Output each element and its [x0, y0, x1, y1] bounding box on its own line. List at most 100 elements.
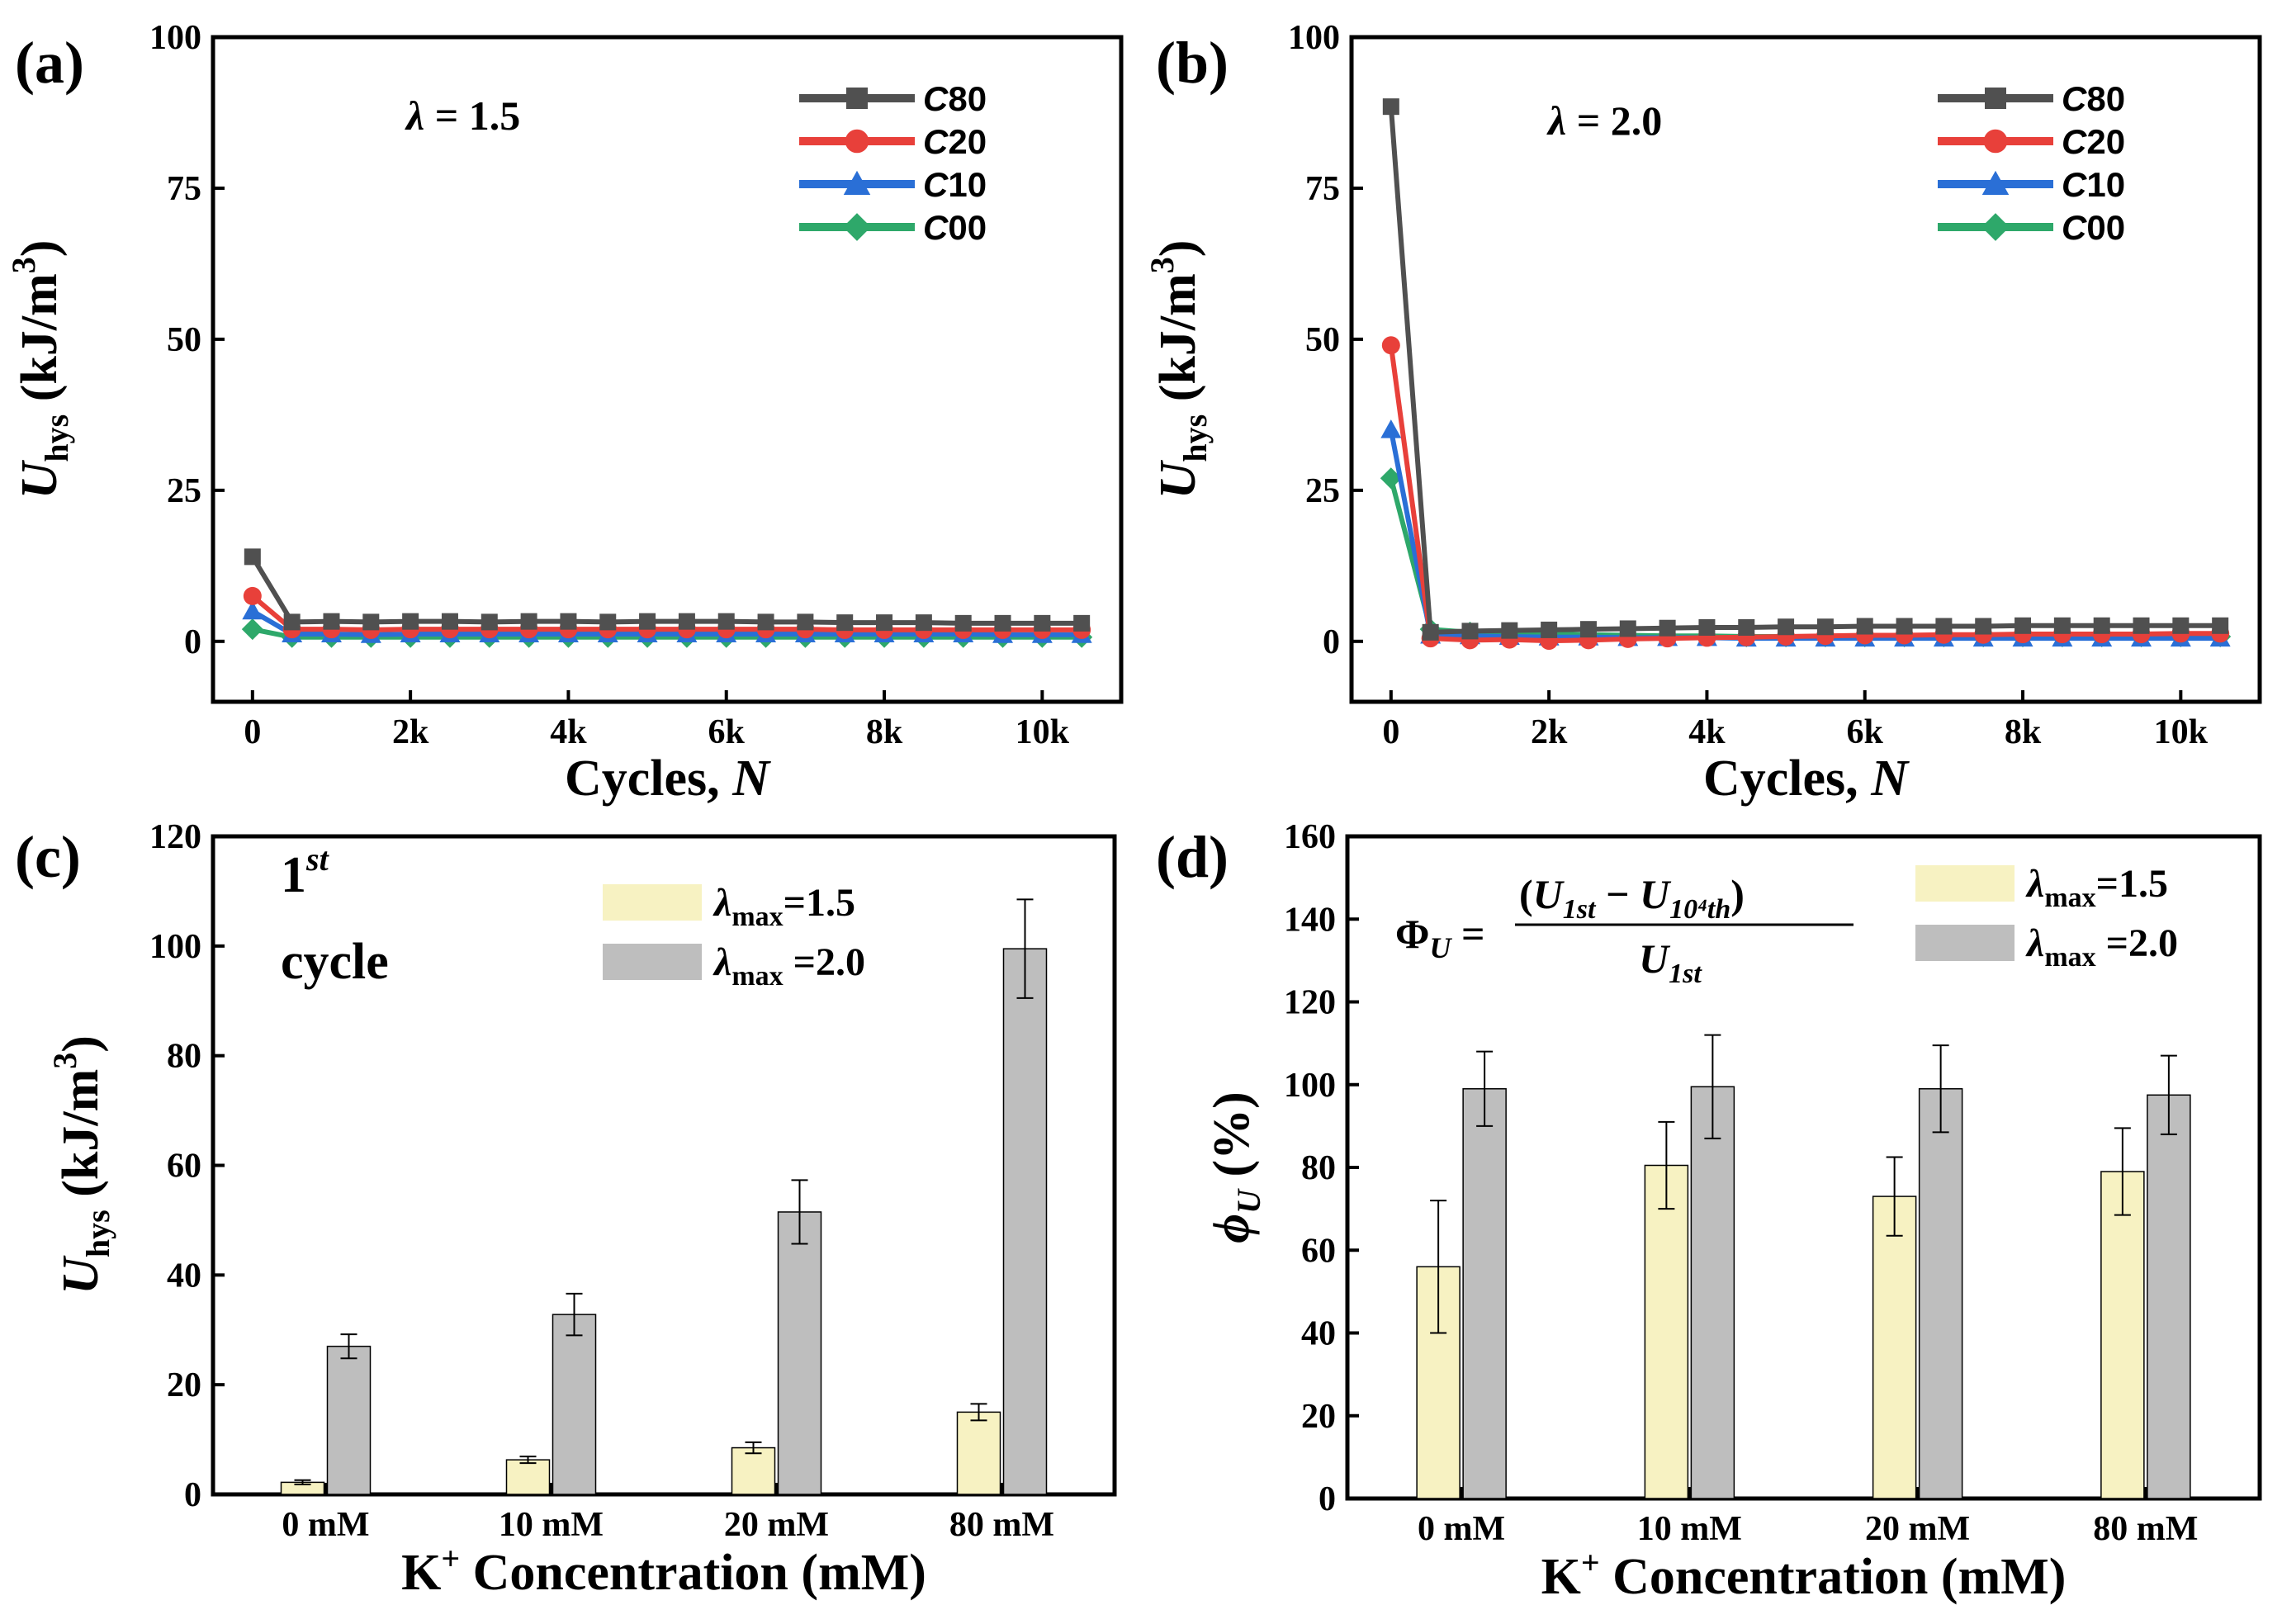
legend-label-λmax=1.5: λmax=1.5: [713, 881, 855, 932]
legend-label-λmax=1.5: λmax=1.5: [2025, 862, 2168, 913]
data-point-C80: [1935, 618, 1953, 635]
x-tick-label: 0 mM: [1418, 1510, 1505, 1548]
y-axis-label-superscript: 3: [5, 257, 42, 273]
data-point-C80: [599, 613, 617, 631]
y-axis-label: Uhys (kJ/m3): [5, 240, 75, 500]
data-point-C80: [1778, 618, 1795, 636]
formula-u1: U: [1533, 871, 1565, 917]
annotation-ordinal-suffix: st: [305, 840, 330, 878]
formula-equals: =: [1451, 911, 1484, 957]
x-tick-label: 4k: [1688, 713, 1726, 751]
x-axis-label-superscript: +: [441, 1540, 460, 1577]
legend-label-letter: C: [923, 79, 949, 118]
legend-label-λmax =2.0: λmax =2.0: [2025, 921, 2178, 973]
y-tick-label: 100: [149, 928, 201, 966]
x-axis-label: K+ Concentration (mM): [1541, 1544, 2067, 1605]
x-tick-label: 0: [244, 713, 261, 751]
formula-u1-sub: 1st: [1563, 894, 1597, 925]
y-tick-label: 140: [1284, 901, 1336, 939]
series-line-C10: [1388, 429, 2221, 642]
x-axis-label: Cycles, N: [565, 750, 771, 807]
bar-λmax=1.5: [731, 1446, 776, 1495]
x-tick-label: 80 mM: [2093, 1510, 2198, 1548]
data-point-C20: [243, 586, 262, 605]
y-tick-label: 0: [184, 623, 201, 661]
y-tick-label: 100: [149, 19, 201, 57]
data-point-C80: [1659, 619, 1676, 637]
x-axis-label-text: Concentration (mM): [460, 1545, 926, 1601]
bar-λmax =2.0: [1690, 1086, 1735, 1499]
legend-label-digits: 10: [948, 165, 987, 204]
data-point-C80: [520, 613, 537, 630]
legend-label-subscript: max: [2044, 942, 2095, 973]
data-point-C80: [2015, 617, 2032, 634]
data-point-C80: [1034, 614, 1051, 632]
legend-marker-C20: [845, 129, 869, 154]
y-axis-label-symbol: U: [12, 459, 68, 499]
data-point-C80: [678, 613, 695, 630]
legend-label-letter: C: [2062, 208, 2087, 247]
y-tick-label: 50: [1305, 321, 1340, 359]
y-tick-label: 100: [1284, 1067, 1336, 1105]
legend-label-letter: C: [923, 165, 949, 204]
legend-label-digits: 20: [948, 122, 987, 161]
bar-λmax=1.5: [1644, 1164, 1689, 1499]
y-tick-label: 75: [167, 170, 201, 208]
series-line-C10: [251, 608, 1082, 637]
x-axis-label-text: Concentration (mM): [1600, 1549, 2067, 1605]
annotation-lambda-value: = 2.0: [1566, 97, 1662, 144]
plot-frame: [211, 35, 1124, 704]
y-axis-label: Uhys (kJ/m3): [1143, 240, 1214, 500]
data-point-C80: [2133, 617, 2150, 634]
x-axis-label: Cycles, N: [1703, 750, 1910, 807]
data-point-C80: [994, 614, 1011, 632]
data-point-C80: [362, 613, 380, 631]
legend-label-lambda: λ: [2025, 921, 2044, 965]
formula-minus: −: [1595, 871, 1640, 917]
legend-label-letter: C: [2062, 165, 2087, 204]
y-axis-label-unit: (kJ/m: [1150, 273, 1206, 414]
legend-label-C00: C00: [923, 208, 987, 247]
y-axis-label-unit: (kJ/m: [53, 1069, 109, 1210]
panel-letter: (a): [15, 30, 84, 96]
legend-swatch-λmax=1.5: [603, 884, 702, 921]
x-axis-label-text: Cycles,: [1703, 750, 1871, 807]
legend-label-lambda: λ: [713, 940, 731, 984]
series-line-C20: [1388, 344, 2221, 644]
y-axis-label-symbol: U: [1150, 459, 1206, 499]
legend-label-letter: C: [2062, 79, 2087, 118]
legend-label-subscript: max: [731, 902, 783, 932]
x-tick-label: 4k: [550, 713, 587, 751]
series-line-C00: [1388, 477, 2221, 639]
legend-label-C10: C10: [923, 165, 987, 204]
y-axis-label-close: ): [53, 1035, 109, 1053]
y-tick-label: 0: [184, 1476, 201, 1514]
data-point-C00: [241, 618, 263, 641]
legend-label-subscript: max: [731, 961, 783, 992]
data-point-C80: [954, 614, 972, 632]
y-tick-label: 120: [149, 818, 201, 856]
data-point-C80: [560, 613, 577, 630]
bar-λmax =2.0: [1918, 1088, 1963, 1499]
data-point-C80: [2053, 617, 2071, 634]
data-point-C80: [1619, 620, 1636, 637]
annotation-lambda-symbol: λ: [405, 92, 424, 139]
data-point-C80: [876, 614, 893, 632]
legend-label-digits: 20: [2086, 122, 2125, 161]
bar-λmax=1.5: [956, 1411, 1001, 1495]
y-tick-label: 75: [1305, 170, 1340, 208]
bar-λmax =2.0: [1462, 1088, 1507, 1499]
legend-label-value: =1.5: [784, 881, 855, 925]
y-tick-label: 50: [167, 321, 201, 359]
y-axis-label-subscript: hys: [1177, 414, 1214, 462]
annotation-lambda: λ = 2.0: [1546, 97, 1662, 144]
legend-label-C00: C00: [2062, 208, 2125, 247]
legend-swatch-λmax=1.5: [1915, 865, 2015, 902]
y-tick-label: 80: [1301, 1149, 1336, 1187]
y-axis-label-unit: (kJ/m: [12, 273, 68, 414]
x-axis-label-text: Cycles,: [565, 750, 732, 807]
data-point-C80: [915, 614, 932, 632]
formula-close: ): [1730, 871, 1745, 917]
bar-λmax =2.0: [1002, 948, 1048, 1495]
formula-denominator: U1st: [1639, 935, 1702, 989]
